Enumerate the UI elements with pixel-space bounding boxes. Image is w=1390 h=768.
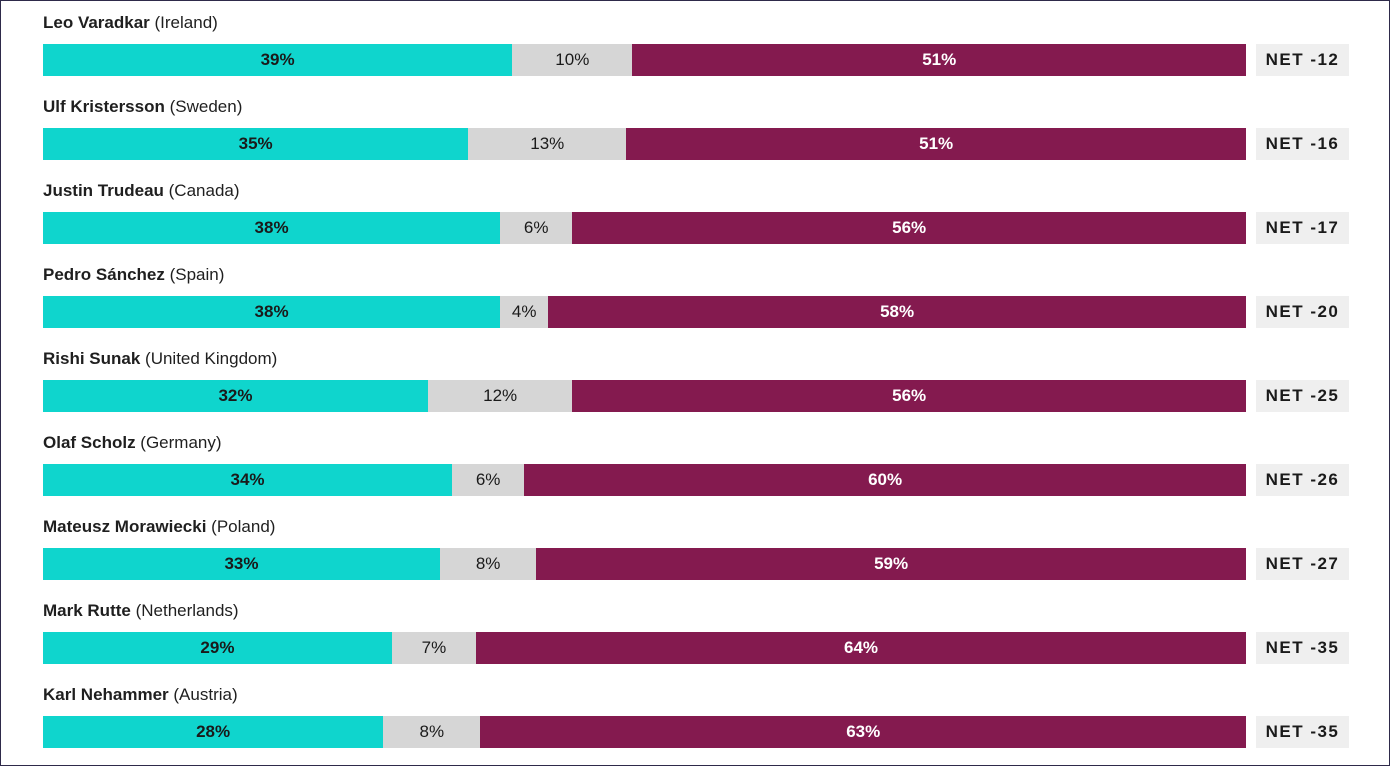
row-label: Mark Rutte (Netherlands) [43, 600, 239, 622]
row-label: Mateusz Morawiecki (Poland) [43, 516, 275, 538]
net-score: NET -35 [1256, 632, 1349, 664]
bar-row: Leo Varadkar (Ireland) 39% 10% 51% NET -12 [0, 12, 1390, 96]
stacked-bar: 38% 6% 56% [43, 212, 1246, 244]
row-label: Pedro Sánchez (Spain) [43, 264, 224, 286]
country-name: (United Kingdom) [140, 349, 278, 368]
stacked-bar: 34% 6% 60% [43, 464, 1246, 496]
bar-row: Karl Nehammer (Austria) 28% 8% 63% NET -35 [0, 684, 1390, 768]
disapprove-segment: 58% [548, 296, 1246, 328]
disapprove-segment: 56% [572, 212, 1246, 244]
neutral-segment: 8% [439, 548, 537, 580]
stacked-bar: 32% 12% 56% [43, 380, 1246, 412]
net-score: NET -20 [1256, 296, 1349, 328]
country-name: (Austria) [168, 685, 238, 704]
net-score: NET -12 [1256, 44, 1349, 76]
disapprove-segment: 64% [476, 632, 1246, 664]
neutral-segment: 7% [391, 632, 477, 664]
row-label: Olaf Scholz (Germany) [43, 432, 222, 454]
country-name: (Netherlands) [130, 601, 239, 620]
bar-row: Mateusz Morawiecki (Poland) 33% 8% 59% NET -… [0, 516, 1390, 600]
bar-row: Pedro Sánchez (Spain) 38% 4% 58% NET -20 [0, 264, 1390, 348]
stacked-bar: 29% 7% 64% [43, 632, 1246, 664]
neutral-segment: 6% [452, 464, 525, 496]
country-name: (Germany) [135, 433, 222, 452]
approve-segment: 29% [43, 632, 392, 664]
approve-segment: 38% [43, 212, 501, 244]
row-label: Ulf Kristersson (Sweden) [43, 96, 242, 118]
leader-name: Leo Varadkar [43, 13, 150, 32]
net-score: NET -35 [1256, 716, 1349, 748]
bar-row: Mark Rutte (Netherlands) 29% 7% 64% NET -35 [0, 600, 1390, 684]
disapprove-segment: 56% [572, 380, 1246, 412]
approve-segment: 34% [43, 464, 453, 496]
row-label: Leo Varadkar (Ireland) [43, 12, 218, 34]
neutral-segment: 8% [383, 716, 481, 748]
stacked-bar: 35% 13% 51% [43, 128, 1246, 160]
disapprove-segment: 51% [632, 44, 1246, 76]
leader-name: Justin Trudeau [43, 181, 164, 200]
net-score: NET -26 [1256, 464, 1349, 496]
approve-segment: 35% [43, 128, 469, 160]
leader-name: Ulf Kristersson [43, 97, 165, 116]
disapprove-segment: 51% [626, 128, 1246, 160]
bar-row: Rishi Sunak (United Kingdom) 32% 12% 56% NET… [0, 348, 1390, 432]
stacked-bar: 39% 10% 51% [43, 44, 1246, 76]
net-score: NET -25 [1256, 380, 1349, 412]
row-label: Karl Nehammer (Austria) [43, 684, 238, 706]
leader-name: Olaf Scholz [43, 433, 136, 452]
country-name: (Canada) [163, 181, 240, 200]
disapprove-segment: 60% [524, 464, 1246, 496]
stacked-bar: 38% 4% 58% [43, 296, 1246, 328]
leader-name: Mark Rutte [43, 601, 131, 620]
disapprove-segment: 63% [480, 716, 1246, 748]
bar-row: Justin Trudeau (Canada) 38% 6% 56% NET -17 [0, 180, 1390, 264]
leader-name: Rishi Sunak [43, 349, 141, 368]
approve-segment: 33% [43, 548, 440, 580]
approve-segment: 28% [43, 716, 384, 748]
row-label: Justin Trudeau (Canada) [43, 180, 240, 202]
stacked-bar: 28% 8% 63% [43, 716, 1246, 748]
leader-name: Karl Nehammer [43, 685, 169, 704]
leader-name: Pedro Sánchez [43, 265, 165, 284]
stacked-bar: 33% 8% 59% [43, 548, 1246, 580]
neutral-segment: 6% [500, 212, 573, 244]
country-name: (Ireland) [149, 13, 218, 32]
country-name: (Poland) [206, 517, 276, 536]
neutral-segment: 12% [427, 380, 573, 412]
neutral-segment: 4% [500, 296, 549, 328]
net-score: NET -27 [1256, 548, 1349, 580]
approve-segment: 39% [43, 44, 513, 76]
country-name: (Spain) [164, 265, 225, 284]
row-label: Rishi Sunak (United Kingdom) [43, 348, 277, 370]
net-score: NET -16 [1256, 128, 1349, 160]
bar-row: Ulf Kristersson (Sweden) 35% 13% 51% NET -16 [0, 96, 1390, 180]
leader-name: Mateusz Morawiecki [43, 517, 207, 536]
country-name: (Sweden) [164, 97, 243, 116]
bar-row: Olaf Scholz (Germany) 34% 6% 60% NET -26 [0, 432, 1390, 516]
approve-segment: 32% [43, 380, 428, 412]
neutral-segment: 13% [468, 128, 627, 160]
approve-segment: 38% [43, 296, 501, 328]
disapprove-segment: 59% [536, 548, 1246, 580]
net-score: NET -17 [1256, 212, 1349, 244]
neutral-segment: 10% [512, 44, 633, 76]
